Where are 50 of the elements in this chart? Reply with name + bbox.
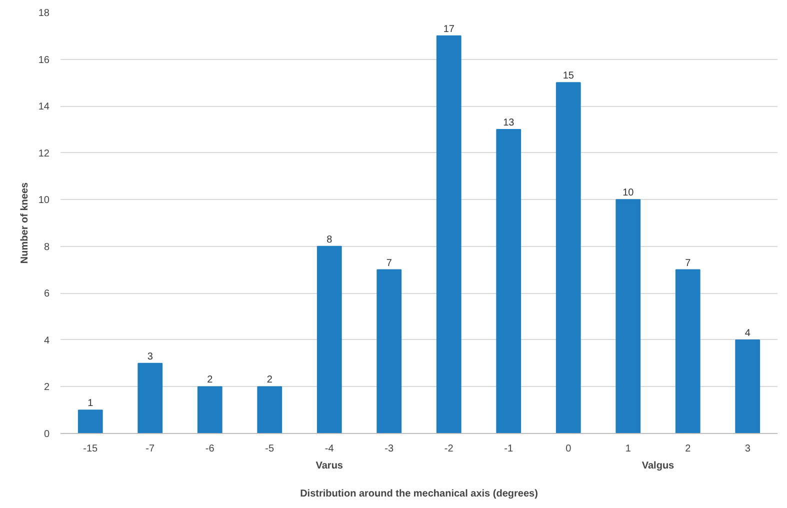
y-tick-label: 18 [38,8,50,19]
x-tick-label: -7 [146,444,156,454]
data-label: 2 [266,374,273,386]
y-tick-label: 0 [44,429,50,440]
bar [675,269,700,434]
x-tick-label: 2 [685,444,692,454]
y-tick-label: 10 [38,195,50,206]
x-tick-label: -6 [205,444,215,454]
x-tick-label: -3 [384,444,394,454]
text: Valgus [642,460,675,472]
data-label: 4 [744,328,751,339]
x-tick-label: -1 [504,444,514,454]
bar [197,386,222,434]
data-label: 8 [326,234,333,246]
text: Varus [316,460,344,472]
x-axis-title: Distribution around the mechanical axis (degrees) [300,488,538,500]
data-label: 2 [207,374,214,386]
y-tick-label: 16 [38,54,50,66]
x-tick-label: -4 [324,444,334,454]
y-tick-label: 6 [44,288,50,300]
bar [616,199,641,434]
data-label: 7 [685,258,692,269]
x-tick-label: -15 [83,444,98,454]
bar [735,339,760,434]
data-label: 17 [443,24,455,35]
x-tick-label: -2 [444,444,454,454]
data-label: 10 [622,188,634,199]
data-label: 1 [88,398,94,410]
bar [376,269,402,434]
y-axis-title: Number of knees [19,182,30,264]
data-label: 15 [562,70,574,82]
y-tick-label: 14 [38,102,50,113]
x-tick-label: 3 [744,444,751,454]
x-tick-label: 0 [566,444,572,454]
y-tick-label: 2 [44,382,50,394]
bar [436,35,462,434]
bar [257,386,282,434]
x-tick-label: -5 [265,444,275,454]
y-tick-label: 4 [44,335,50,346]
bar [138,362,163,434]
bar [496,128,522,434]
data-label: 7 [386,258,392,269]
bar [556,82,581,434]
x-tick-label: 1 [625,444,632,454]
data-label: 3 [147,351,154,362]
y-tick-label: 8 [44,242,50,253]
y-tick-label: 12 [38,148,50,160]
bar [316,246,342,434]
bar [78,410,103,434]
data-label: 13 [503,117,515,128]
